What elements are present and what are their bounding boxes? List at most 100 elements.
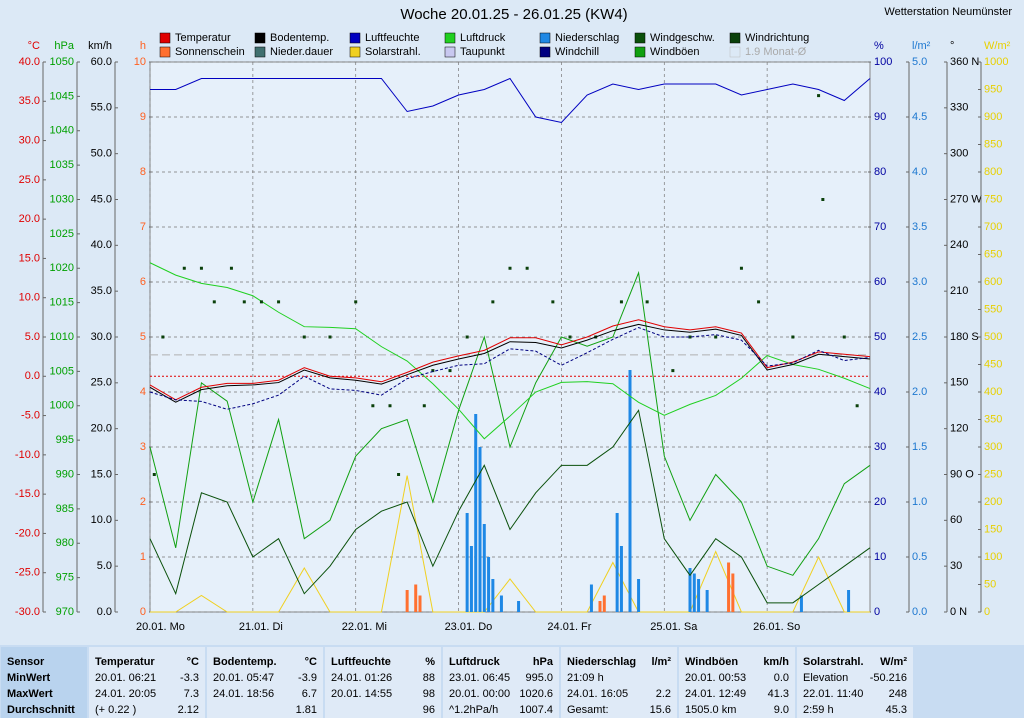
y-tick-label: 240 <box>950 239 968 251</box>
table-column <box>89 647 205 718</box>
column-header: Solarstrahl. <box>803 656 864 668</box>
cell: 248 <box>889 688 907 700</box>
bar <box>615 513 619 612</box>
legend-swatch <box>254 46 266 58</box>
y-tick-label: 6 <box>140 276 146 288</box>
series-line <box>149 262 871 440</box>
column-unit: km/h <box>763 656 789 668</box>
y-tick-label: 985 <box>56 503 74 515</box>
legend-label: Windchill <box>555 46 599 58</box>
axis-unit: l/m² <box>912 40 931 52</box>
y-tick-label: 0 <box>874 606 880 618</box>
point <box>645 300 649 304</box>
y-tick-label: 360 N <box>950 56 979 68</box>
y-tick-label: 35.0 <box>19 95 40 107</box>
cell: ^1.2hPa/h <box>449 704 498 716</box>
y-tick-label: 15.0 <box>91 468 112 480</box>
cell: 1.81 <box>296 704 317 716</box>
bar <box>692 573 696 612</box>
cell: 24.01. 20:05 <box>95 688 156 700</box>
y-tick-label: 10 <box>874 551 886 563</box>
cell: 41.3 <box>768 688 789 700</box>
axis-unit: hPa <box>54 40 74 52</box>
y-tick-label: 60 <box>874 276 886 288</box>
legend-swatch <box>444 46 456 58</box>
axis-unit: h <box>140 40 146 52</box>
table-column <box>325 647 441 718</box>
y-tick-label: -10.0 <box>15 449 40 461</box>
column-header: Niederschlag <box>567 656 636 668</box>
legend-swatch <box>349 32 361 44</box>
y-tick-label: 10 <box>134 56 146 68</box>
cell: -3.9 <box>298 672 317 684</box>
x-tick-label: 23.01. Do <box>445 621 493 633</box>
series-line <box>149 270 871 576</box>
legend-swatch <box>254 32 266 44</box>
y-tick-label: 500 <box>984 331 1002 343</box>
y-tick-label: 550 <box>984 303 1002 315</box>
y-tick-label: 2.0 <box>912 386 927 398</box>
y-tick-label: 60.0 <box>91 56 112 68</box>
y-tick-label: -5.0 <box>21 409 40 421</box>
y-tick-label: 2.5 <box>912 331 927 343</box>
point <box>855 404 859 408</box>
legend-label: 1.9 Monat-Ø <box>745 46 807 58</box>
y-tick-label: 650 <box>984 248 1002 260</box>
bar <box>731 573 735 612</box>
y-tick-label: 35.0 <box>91 285 112 297</box>
table-column <box>561 647 677 718</box>
bar <box>619 546 623 612</box>
x-tick-label: 21.01. Di <box>239 621 283 633</box>
y-tick-label: 70 <box>874 221 886 233</box>
y-tick-label: 3.5 <box>912 221 927 233</box>
column-header: Temperatur <box>95 656 155 668</box>
bar <box>589 584 593 612</box>
y-tick-label: 200 <box>984 496 1002 508</box>
y-tick-label: 60 <box>950 514 962 526</box>
y-tick-label: -20.0 <box>15 527 40 539</box>
point <box>551 300 555 304</box>
y-tick-label: 970 <box>56 606 74 618</box>
y-tick-label: 90 <box>874 111 886 123</box>
cell: 45.3 <box>886 704 907 716</box>
y-tick-label: 15.0 <box>19 252 40 264</box>
point <box>791 335 795 339</box>
y-tick-label: 980 <box>56 537 74 549</box>
bar <box>628 370 632 612</box>
point <box>817 94 821 98</box>
table-column <box>1 647 87 718</box>
y-tick-label: 950 <box>984 83 1002 95</box>
y-tick-label: 700 <box>984 221 1002 233</box>
y-tick-label: 9 <box>140 111 146 123</box>
point <box>491 300 495 304</box>
cell: 96 <box>423 704 435 716</box>
column-header: Bodentemp. <box>213 656 277 668</box>
bar <box>465 513 469 612</box>
column-unit: °C <box>187 656 199 668</box>
bar <box>418 595 422 612</box>
series-line <box>149 323 871 403</box>
bar <box>491 579 495 612</box>
series-line <box>149 319 871 401</box>
y-tick-label: 1.5 <box>912 441 927 453</box>
legend-swatch <box>159 32 171 44</box>
legend-label: Solarstrahl. <box>365 46 421 58</box>
y-tick-label: 30 <box>874 441 886 453</box>
cell: 2.12 <box>178 704 199 716</box>
y-tick-label: 1.0 <box>912 496 927 508</box>
x-tick-label: 24.01. Fr <box>547 621 591 633</box>
y-tick-label: 0 <box>140 606 146 618</box>
bar <box>482 524 486 612</box>
series-line <box>149 409 871 604</box>
column-unit: hPa <box>533 656 554 668</box>
point <box>328 335 332 339</box>
y-tick-label: 25.0 <box>19 174 40 186</box>
y-tick-label: 100 <box>984 551 1002 563</box>
cell: 24.01. 18:56 <box>213 688 274 700</box>
point <box>821 198 825 201</box>
y-tick-label: 50 <box>984 578 996 590</box>
bar <box>847 590 851 612</box>
y-tick-label: 3 <box>140 441 146 453</box>
legend-swatch <box>539 46 551 58</box>
y-tick-label: 4 <box>140 386 146 398</box>
